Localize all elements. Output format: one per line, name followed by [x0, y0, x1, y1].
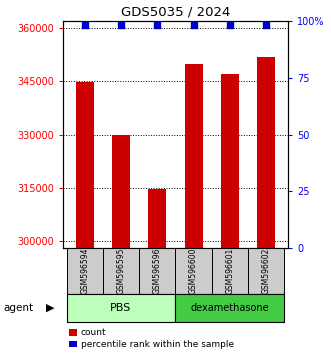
Bar — [67, 294, 175, 322]
Point — [227, 22, 233, 28]
Text: GSM596602: GSM596602 — [262, 247, 271, 294]
Bar — [175, 248, 212, 294]
Point — [263, 22, 269, 28]
Bar — [103, 248, 139, 294]
Bar — [112, 135, 130, 248]
Point — [118, 22, 123, 28]
Point — [82, 22, 87, 28]
Bar — [75, 82, 94, 248]
Text: GSM596600: GSM596600 — [189, 247, 198, 294]
Text: ▶: ▶ — [46, 303, 55, 313]
Point — [191, 22, 196, 28]
Bar — [148, 189, 166, 248]
Bar — [248, 248, 284, 294]
Text: GSM596596: GSM596596 — [153, 247, 162, 294]
Bar — [139, 248, 175, 294]
Text: dexamethasone: dexamethasone — [191, 303, 269, 313]
Title: GDS5035 / 2024: GDS5035 / 2024 — [121, 6, 230, 19]
Text: GSM596595: GSM596595 — [117, 247, 125, 294]
Bar — [184, 64, 203, 248]
Bar — [175, 294, 284, 322]
Point — [155, 22, 160, 28]
Text: GSM596601: GSM596601 — [225, 247, 234, 294]
Text: agent: agent — [3, 303, 33, 313]
Legend: count, percentile rank within the sample: count, percentile rank within the sample — [68, 327, 236, 351]
Text: GSM596594: GSM596594 — [80, 247, 89, 294]
Bar — [221, 74, 239, 248]
Bar — [67, 248, 103, 294]
Text: PBS: PBS — [110, 303, 132, 313]
Bar — [257, 57, 275, 248]
Bar — [212, 248, 248, 294]
